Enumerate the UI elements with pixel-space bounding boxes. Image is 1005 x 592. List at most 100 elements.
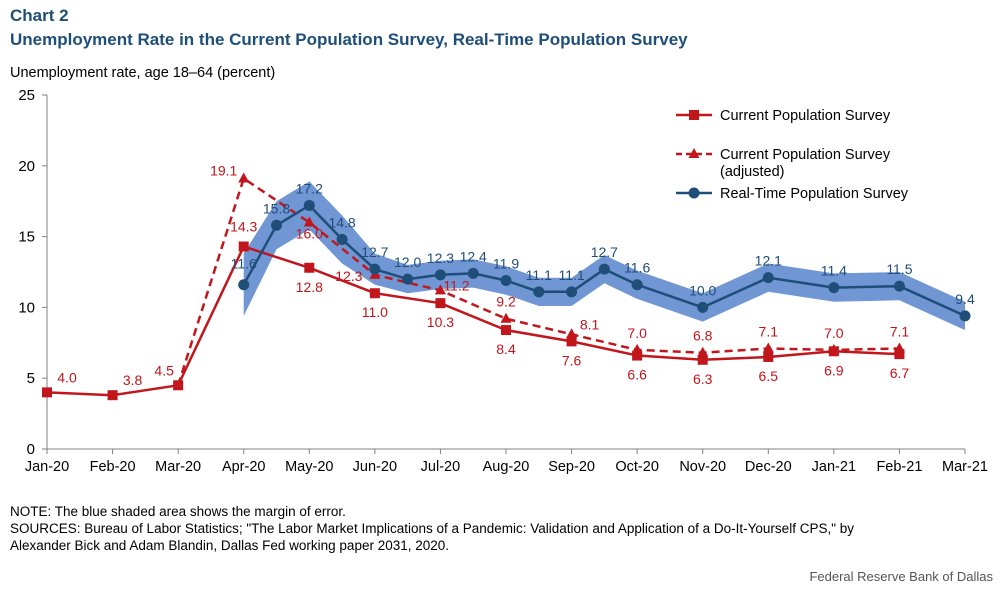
rps-data-label: 12.0 [394, 254, 421, 270]
legend-cps-adjusted-label-line2: (adjusted) [720, 164, 784, 180]
cps-adjusted-data-label: 11.2 [443, 277, 469, 293]
cps-data-label: 3.8 [123, 372, 143, 388]
cps-data-label: 6.6 [627, 367, 647, 383]
rps-point [631, 279, 643, 291]
rps-point [271, 219, 282, 231]
cps-adjusted-point [238, 172, 250, 183]
y-tick-label: 25 [18, 87, 35, 104]
x-tick-label: Mar-21 [942, 459, 988, 475]
rps-data-label: 17.2 [296, 180, 323, 196]
cps-point [304, 262, 315, 273]
cps-adjusted-point [500, 312, 512, 323]
y-axis-label: Unemployment rate, age 18–64 (percent) [10, 65, 276, 81]
cps-line [46, 245, 900, 397]
rps-data-label: 9.4 [955, 291, 975, 307]
cps-adjusted-point [762, 342, 774, 353]
rps-data-label: 11.4 [821, 263, 847, 279]
x-tick-label: Sep-20 [548, 459, 595, 475]
legend-cps-label: Current Population Survey [720, 108, 891, 124]
rps-data-label: 15.8 [263, 200, 290, 216]
cps-point [501, 325, 511, 336]
cps-adjusted-data-label: 8.1 [580, 316, 600, 332]
cps-adjusted-point [566, 328, 578, 339]
cps-data-label: 4.5 [154, 362, 174, 378]
cps-data-label: 6.5 [759, 368, 779, 384]
rps-point [336, 233, 348, 245]
cps-point [238, 241, 249, 252]
cps-data-label: 14.3 [230, 219, 257, 235]
cps-data-label: 4.0 [57, 369, 77, 385]
rps-point [467, 267, 479, 279]
x-tick-label: May-20 [285, 459, 333, 475]
rps-point [500, 274, 512, 286]
chart-number: Chart 2 [10, 6, 69, 25]
credit-text: Federal Reserve Bank of Dallas [809, 569, 993, 584]
x-tick-label: Jan-21 [812, 459, 856, 475]
cps-point [369, 288, 380, 299]
legend-cps-adjusted-label: Current Population Survey [720, 147, 891, 163]
rps-data-label: 12.4 [460, 248, 487, 264]
cps-adjusted-data-label: 16.0 [296, 225, 323, 241]
cps-data-label: 6.3 [693, 371, 713, 387]
rps-data-label: 11.9 [493, 255, 519, 271]
cps-adjusted-data-label: 19.1 [210, 163, 237, 179]
chart-title: Unemployment Rate in the Current Populat… [10, 30, 688, 49]
cps-point [566, 336, 577, 347]
cps-point [828, 346, 839, 357]
rps-point [369, 263, 381, 275]
legend-rps-swatch-marker [688, 187, 700, 199]
rps-data-label: 11.5 [886, 261, 912, 277]
cps-point [107, 390, 118, 401]
rps-point [533, 286, 545, 298]
cps-adjusted-data-label: 7.1 [759, 323, 779, 339]
cps-adjusted-point [434, 284, 446, 295]
cps-adjusted-point [303, 216, 315, 227]
x-tick-label: Feb-20 [90, 459, 136, 475]
cps-data-label: 10.3 [427, 314, 454, 330]
y-tick-label: 20 [18, 158, 35, 175]
x-tick-label: Nov-20 [679, 459, 726, 475]
rps-data-label: 11.1 [558, 267, 584, 283]
cps-adjusted-data-label: 12.3 [335, 268, 362, 284]
footnotes: NOTE: The blue shaded area shows the mar… [10, 503, 995, 554]
x-tick-label: Jul-20 [421, 459, 461, 475]
cps-data-label: 6.7 [890, 365, 910, 381]
cps-point [173, 380, 184, 391]
rps-point [238, 279, 250, 291]
x-tick-label: Jan-20 [25, 459, 69, 475]
x-tick-label: Jun-20 [353, 459, 397, 475]
rps-line [242, 204, 966, 318]
line-chart: 0 5 10 15 20 25 Jan-20 Feb-20 Mar-20 Apr-20 May-20… [18, 87, 988, 475]
cps-data-label: 12.8 [296, 279, 323, 295]
x-tick-label: Apr-20 [222, 459, 266, 475]
rps-point [828, 282, 840, 294]
cps-point [894, 349, 905, 360]
x-tick-label: Feb-21 [876, 459, 922, 475]
y-tick-label: 0 [27, 441, 35, 458]
cps-adjusted-data-label: 6.8 [693, 328, 713, 344]
rps-data-label: 12.3 [427, 250, 454, 266]
rps-point [959, 310, 971, 322]
cps-data-label: 11.0 [362, 304, 388, 320]
rps-data-label: 12.7 [361, 244, 388, 260]
legend-cps-adjusted-swatch-marker [688, 148, 700, 158]
margin-of-error-band [243, 181, 965, 331]
y-tick-label: 15 [18, 229, 35, 246]
rps-data-label: 12.7 [591, 244, 618, 260]
x-tick-label: Dec-20 [745, 459, 792, 475]
rps-data-label: 10.0 [689, 282, 716, 298]
cps-point [42, 387, 52, 398]
x-tick-label: Oct-20 [615, 459, 659, 475]
rps-data-label: 12.1 [755, 253, 782, 269]
x-tick-label: Mar-20 [155, 459, 201, 475]
rps-data-label: 11.6 [231, 256, 257, 272]
cps-point [435, 298, 446, 309]
cps-data-label: 8.4 [496, 341, 516, 357]
rps-point [303, 199, 315, 211]
rps-data-label: 11.6 [624, 260, 650, 276]
rps-point [598, 263, 610, 275]
cps-adjusted-point [697, 346, 709, 357]
cps-adjusted-line [176, 177, 900, 386]
rps-point [566, 286, 578, 298]
cps-adjusted-data-label: 7.0 [627, 325, 647, 341]
